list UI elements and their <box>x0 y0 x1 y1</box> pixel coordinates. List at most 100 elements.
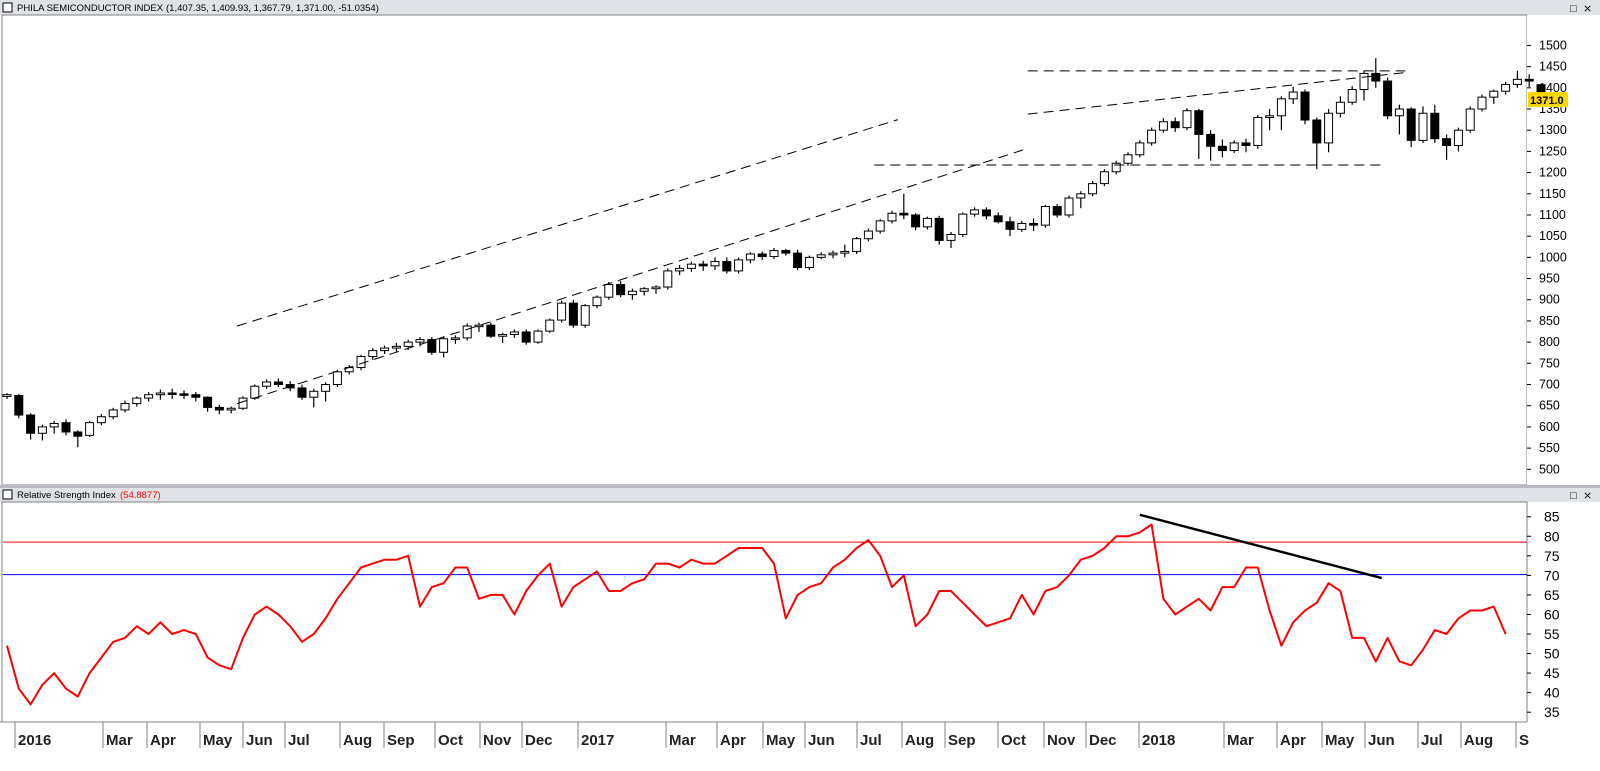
candle[interactable] <box>1229 140 1239 154</box>
candle[interactable] <box>1335 96 1345 118</box>
candle[interactable] <box>604 281 614 300</box>
candle[interactable] <box>1265 109 1275 131</box>
candle[interactable] <box>568 299 578 328</box>
panel-separator[interactable] <box>0 485 1600 488</box>
candle[interactable] <box>1206 130 1216 161</box>
candle[interactable] <box>1276 96 1286 131</box>
candle[interactable] <box>262 379 272 389</box>
candle[interactable] <box>391 342 401 352</box>
candle[interactable] <box>1135 140 1145 158</box>
candle[interactable] <box>1241 138 1251 153</box>
candle[interactable] <box>1040 204 1050 228</box>
candle[interactable] <box>875 219 885 234</box>
candle[interactable] <box>1170 117 1180 132</box>
candle[interactable] <box>958 212 968 238</box>
candle[interactable] <box>1158 118 1168 133</box>
candle[interactable] <box>321 382 331 402</box>
candle[interactable] <box>698 260 708 271</box>
candle[interactable] <box>238 396 248 410</box>
candle[interactable] <box>934 215 944 245</box>
candle[interactable] <box>1347 86 1357 105</box>
candle[interactable] <box>863 228 873 242</box>
candle[interactable] <box>1029 218 1039 232</box>
candle[interactable] <box>1406 107 1416 148</box>
candle[interactable] <box>1359 70 1369 101</box>
lower-close-icon[interactable]: ⨯ <box>1583 490 1592 502</box>
candle[interactable] <box>1453 127 1463 152</box>
candle[interactable] <box>545 318 555 333</box>
candle[interactable] <box>793 249 803 271</box>
upper-close-icon[interactable]: ⨯ <box>1583 3 1592 15</box>
candle[interactable] <box>1477 94 1487 112</box>
candle[interactable] <box>1123 152 1133 166</box>
candle[interactable] <box>970 207 980 217</box>
candle[interactable] <box>1512 70 1522 88</box>
candle[interactable] <box>1418 106 1428 143</box>
candle[interactable] <box>73 430 83 448</box>
candle[interactable] <box>26 413 36 440</box>
candle[interactable] <box>462 323 472 341</box>
candle[interactable] <box>911 213 921 231</box>
candle[interactable] <box>1064 195 1074 218</box>
candle[interactable] <box>627 288 637 300</box>
candle[interactable] <box>781 248 791 256</box>
candle[interactable] <box>1017 220 1027 232</box>
candle[interactable] <box>663 268 673 290</box>
channel-line[interactable] <box>236 147 1028 405</box>
candle[interactable] <box>521 329 531 345</box>
candle[interactable] <box>557 300 567 323</box>
candle[interactable] <box>486 322 496 338</box>
candle[interactable] <box>1430 104 1440 143</box>
candle[interactable] <box>1524 74 1534 87</box>
candle[interactable] <box>37 424 47 441</box>
lower-restore-icon[interactable]: □ <box>1570 490 1577 502</box>
candle[interactable] <box>1465 106 1475 133</box>
rsi-divergence-line[interactable] <box>1139 513 1383 580</box>
candle[interactable] <box>297 384 307 400</box>
channel-line[interactable] <box>236 119 899 327</box>
candle[interactable] <box>686 261 696 272</box>
candle[interactable] <box>675 264 685 276</box>
candle[interactable] <box>1099 169 1109 187</box>
candle[interactable] <box>203 396 213 412</box>
candle[interactable] <box>49 420 59 434</box>
candle[interactable] <box>380 345 390 354</box>
candle[interactable] <box>1076 191 1086 209</box>
candle[interactable] <box>899 193 909 220</box>
candle[interactable] <box>745 252 755 264</box>
candle[interactable] <box>1394 104 1404 135</box>
candle[interactable] <box>840 244 850 258</box>
candle[interactable] <box>757 251 767 260</box>
candle[interactable] <box>887 210 897 224</box>
candle[interactable] <box>120 400 130 413</box>
candle[interactable] <box>85 420 95 438</box>
candle[interactable] <box>1300 89 1310 125</box>
candle[interactable] <box>167 388 177 399</box>
candle[interactable] <box>498 332 508 343</box>
candle[interactable] <box>1217 139 1227 158</box>
lower-panel-menu-icon[interactable] <box>2 489 13 500</box>
candle[interactable] <box>816 252 826 260</box>
candle[interactable] <box>922 216 932 230</box>
candle[interactable] <box>710 257 720 271</box>
candle[interactable] <box>616 281 626 298</box>
candle[interactable] <box>509 329 519 338</box>
candle[interactable] <box>1324 109 1334 153</box>
candle[interactable] <box>1383 77 1393 120</box>
candle[interactable] <box>439 337 449 358</box>
candle[interactable] <box>108 407 118 420</box>
candle[interactable] <box>1088 181 1098 197</box>
candle[interactable] <box>226 406 236 414</box>
candle[interactable] <box>96 414 106 426</box>
candle[interactable] <box>1005 216 1015 237</box>
candle[interactable] <box>132 396 142 407</box>
candle[interactable] <box>1194 109 1204 160</box>
candle[interactable] <box>1312 117 1322 170</box>
candle[interactable] <box>769 248 779 260</box>
candle[interactable] <box>993 212 1003 224</box>
candle[interactable] <box>734 257 744 274</box>
candle[interactable] <box>852 237 862 254</box>
candle[interactable] <box>828 250 838 259</box>
candle[interactable] <box>1442 134 1452 160</box>
candle[interactable] <box>61 419 71 436</box>
